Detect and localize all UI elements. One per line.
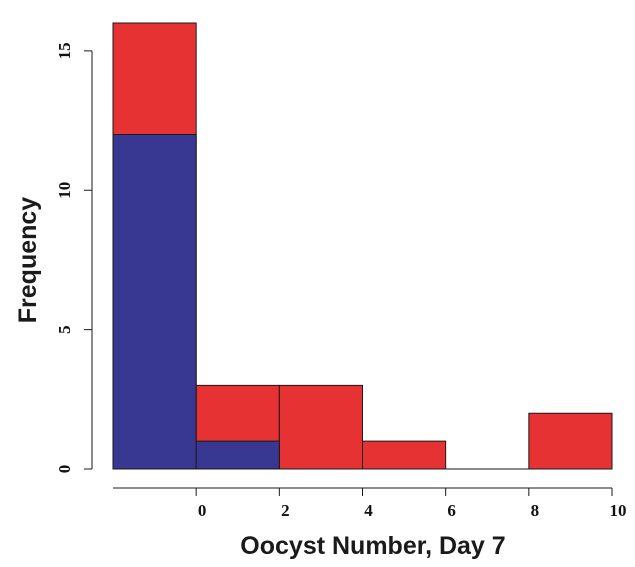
x-axis: 0 2 4 6 8 10 [113,487,627,520]
y-tick-label-0: 0 [55,465,74,474]
x-tick-label-6: 6 [447,501,456,520]
y-axis-title: Frequency [14,197,42,324]
x-axis-title: Oocyst Number, Day 7 [240,532,505,560]
y-tick-label-15: 15 [55,42,74,59]
x-tick-label-10: 10 [610,501,627,520]
x-tick-label-0: 0 [198,501,207,520]
y-axis: 0 5 10 15 [55,42,93,474]
bar-series-0-bin-2 [278,384,364,470]
bar-series-0-bin-5 [528,412,613,470]
bar-series-1-bin-0 [112,134,197,470]
y-tick-label-5: 5 [55,325,74,334]
x-tick-label-8: 8 [531,501,540,520]
x-tick-label-2: 2 [281,501,290,520]
x-tick-label-4: 4 [364,501,373,520]
y-tick-label-10: 10 [55,182,74,199]
bars-layer [112,22,613,470]
bar-series-0-bin-3 [362,440,447,470]
bar-series-1-bin-1 [195,440,280,470]
